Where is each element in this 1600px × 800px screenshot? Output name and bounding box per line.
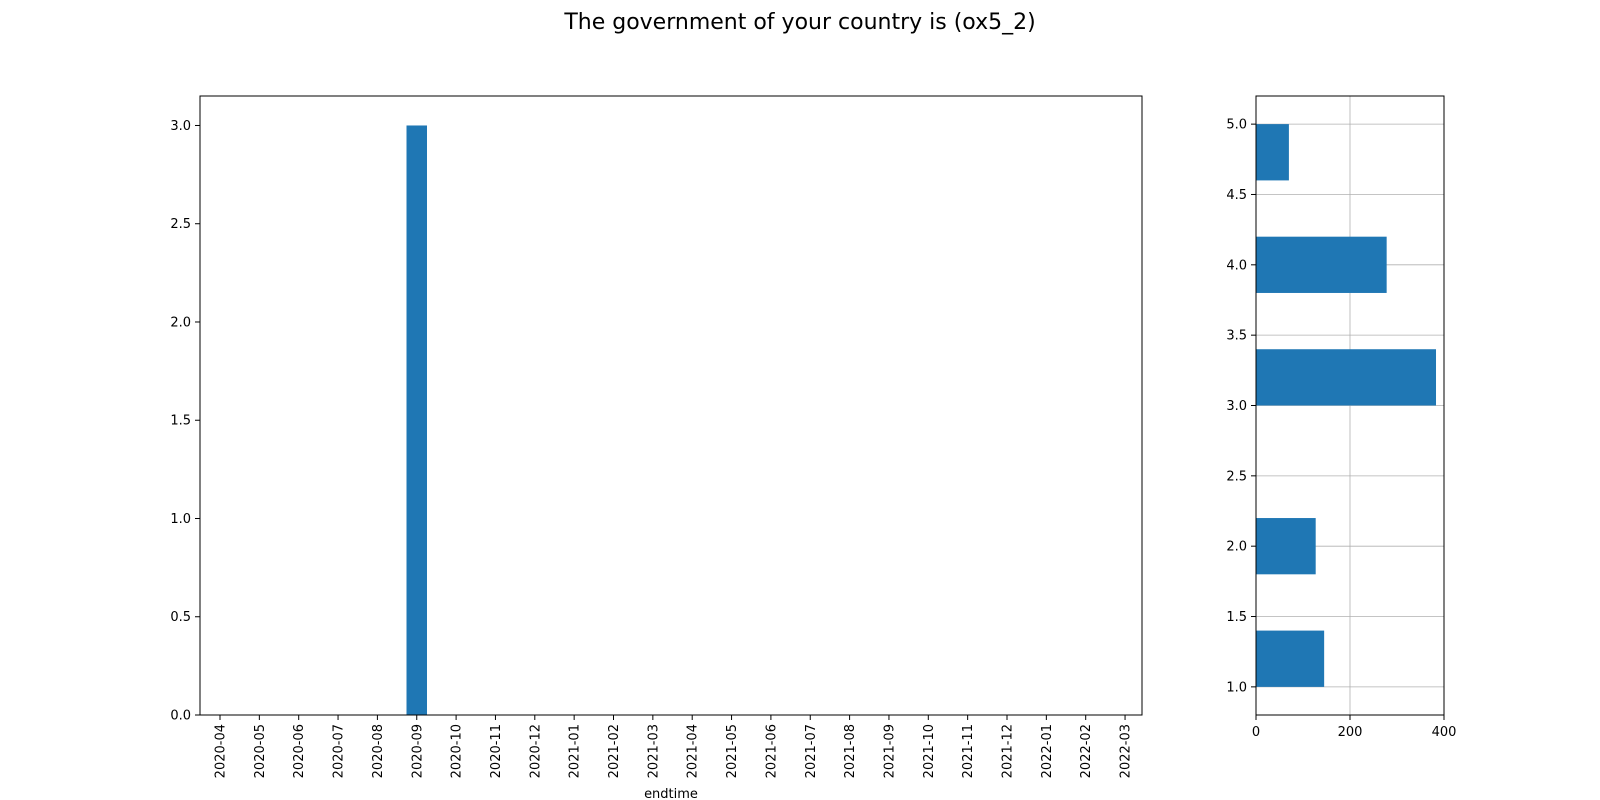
y-tick-label: 5.0 <box>1226 118 1247 133</box>
y-tick-label: 3.0 <box>1226 399 1247 414</box>
hist-bar-1.8 <box>1256 518 1316 575</box>
x-tick-label: 2021-09 <box>882 724 897 778</box>
x-tick-label: 2021-01 <box>568 724 583 778</box>
x-tick-label: 2021-08 <box>843 724 858 778</box>
y-tick-label: 1.5 <box>170 414 191 429</box>
y-tick-label: 2.5 <box>1226 469 1247 484</box>
y-tick-label: 4.5 <box>1226 188 1247 203</box>
x-tick-label: 2022-03 <box>1119 724 1134 778</box>
time-bar-chart: 0.0 0.5 1.0 1.5 2.0 2.5 3.0 2020-04 2020-05 2020-… <box>170 95 1143 800</box>
x-tick-label: 2021-12 <box>1001 724 1016 778</box>
y-tick-label: 4.0 <box>1226 258 1247 273</box>
hist-bar-4.6 <box>1256 124 1289 181</box>
y-tick-label: 0.0 <box>170 709 191 724</box>
x-tick-label: 2021-10 <box>922 724 937 778</box>
hist-bar-3.8 <box>1256 236 1387 293</box>
left-plot-frame <box>199 95 1143 716</box>
y-tick-label: 0.5 <box>170 610 191 625</box>
y-tick-label: 1.5 <box>1226 610 1247 625</box>
x-tick-label: 2020-07 <box>332 724 347 778</box>
x-axis-label: endtime <box>644 787 698 800</box>
x-tick-label: 2020-04 <box>214 724 229 778</box>
x-tick-label: 2021-06 <box>764 724 779 778</box>
x-tick-label: 2021-03 <box>646 724 661 778</box>
x-tick-label: 2021-07 <box>804 724 819 778</box>
x-tick-label: 2021-04 <box>686 724 701 778</box>
x-tick-label: 2021-05 <box>725 724 740 778</box>
y-tick-label: 3.5 <box>1226 329 1247 344</box>
distribution-histogram: 1.0 1.5 2.0 2.5 3.0 3.5 4.0 4.5 5.0 0 200 400 <box>1226 95 1457 740</box>
x-tick-label: 2020-11 <box>489 724 504 778</box>
x-tick-label: 2022-02 <box>1079 724 1094 778</box>
bar-2020-09 <box>406 125 427 715</box>
y-tick-label: 1.0 <box>170 512 191 527</box>
y-tick-label: 2.0 <box>170 315 191 330</box>
figure-title: The government of your country is (ox5_2… <box>564 10 1036 35</box>
x-tick-label: 2020-12 <box>528 724 543 778</box>
x-tick-label: 2020-10 <box>450 724 465 778</box>
x-tick-label: 200 <box>1338 725 1363 740</box>
y-tick-label: 3.0 <box>170 119 191 134</box>
hist-bar-3 <box>1256 349 1437 406</box>
x-tick-label: 2021-02 <box>607 724 622 778</box>
hist-bar-1 <box>1256 630 1325 687</box>
x-tick-label: 2020-08 <box>371 724 386 778</box>
x-tick-label: 2020-06 <box>292 724 307 778</box>
x-tick-label: 2021-11 <box>961 724 976 778</box>
y-tick-label: 2.0 <box>1226 540 1247 555</box>
x-tick-label: 2020-05 <box>253 724 268 778</box>
x-tick-label: 2022-01 <box>1040 724 1055 778</box>
y-tick-label: 1.0 <box>1226 680 1247 695</box>
x-tick-label: 2020-09 <box>410 724 425 778</box>
x-tick-label: 0 <box>1252 725 1260 740</box>
y-tick-label: 2.5 <box>170 217 191 232</box>
x-tick-label: 400 <box>1432 725 1457 740</box>
